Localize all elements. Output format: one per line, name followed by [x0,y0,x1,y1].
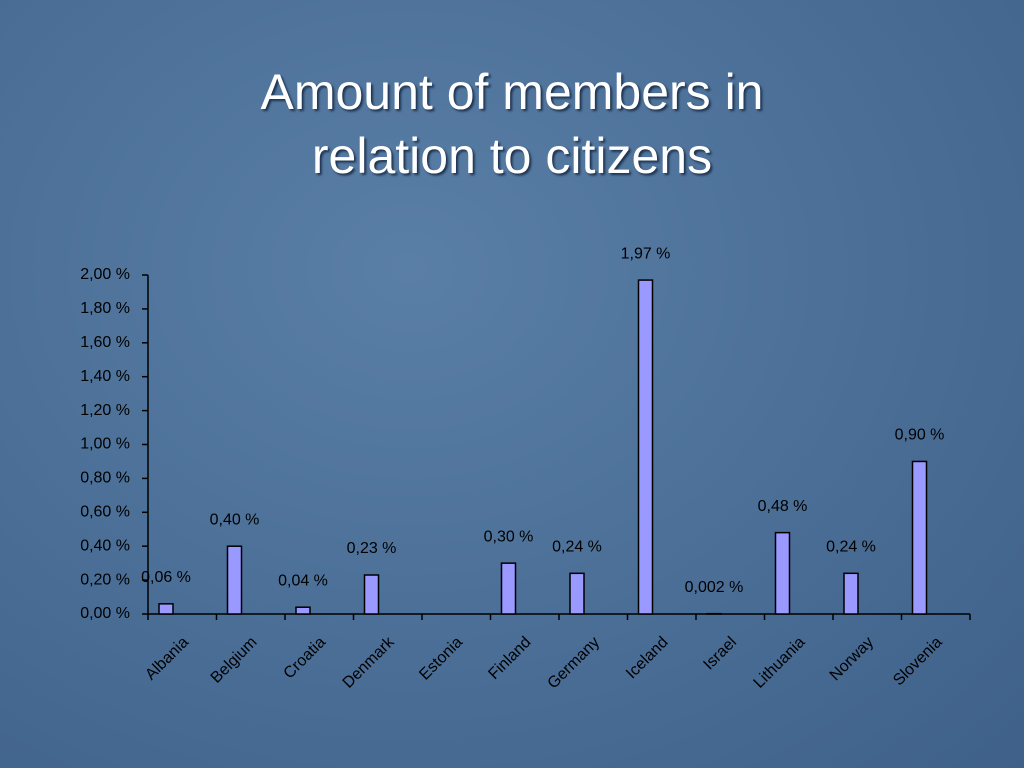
x-tick-label: Iceland [623,634,672,683]
bar [500,562,517,615]
y-tick-label: 2,00 % [80,266,130,283]
y-tick-label: 1,20 % [80,402,130,419]
value-label: 1,97 % [621,245,671,262]
chart-title: Amount of members in relation to citizen… [260,64,764,184]
bar [226,545,243,615]
y-tick-label: 0,40 % [80,537,130,554]
y-tick-label: 0,80 % [80,470,130,487]
value-label: 0,40 % [210,511,260,528]
x-tick-label: Germany [545,634,604,693]
value-label: 0,002 % [685,579,744,596]
bar [637,279,654,615]
y-tick-label: 1,40 % [80,368,130,385]
x-tick-label: Slovenia [890,634,946,690]
x-tick-label: Israel [700,634,740,674]
x-tick-label: Norway [827,634,877,684]
x-tick-label: Finland [485,634,534,683]
x-tick-label: Croatia [281,634,330,683]
x-tick-label: Lithuania [751,634,809,692]
value-label: 0,48 % [758,498,808,515]
bar [158,603,174,615]
x-tick-label: Denmark [340,633,399,692]
bar [774,531,791,615]
value-label: 0,06 % [141,569,191,586]
y-tick-label: 0,20 % [80,571,130,588]
y-tick-label: 1,80 % [80,300,130,317]
y-tick-label: 0,00 % [80,605,130,622]
value-label: 0,90 % [895,427,945,444]
x-tick-label: Albania [142,634,192,684]
value-label: 0,04 % [278,572,328,589]
x-tick-label: Belgium [208,634,261,687]
y-tick-label: 0,60 % [80,504,130,521]
y-tick-label: 1,00 % [80,436,130,453]
bar [911,460,928,615]
bar [569,572,585,615]
value-label: 0,24 % [826,539,876,556]
y-tick-label: 1,60 % [80,334,130,351]
value-label: 0,24 % [552,539,602,556]
value-label: 0,23 % [347,540,397,557]
bar [363,574,380,615]
value-label: 0,30 % [484,528,534,545]
bar [843,572,859,615]
x-tick-label: Estonia [416,634,466,684]
bar [295,606,311,615]
